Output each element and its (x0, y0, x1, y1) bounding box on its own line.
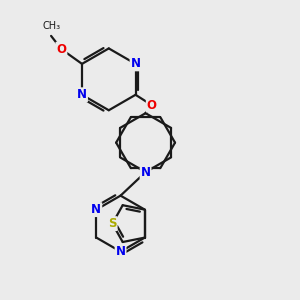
Text: N: N (77, 88, 87, 101)
Text: N: N (116, 245, 126, 258)
Text: N: N (130, 57, 141, 70)
Text: O: O (56, 43, 66, 56)
Text: S: S (108, 217, 117, 230)
Text: N: N (91, 203, 101, 216)
Text: O: O (147, 99, 157, 112)
Text: CH₃: CH₃ (42, 21, 60, 31)
Text: N: N (141, 166, 151, 178)
